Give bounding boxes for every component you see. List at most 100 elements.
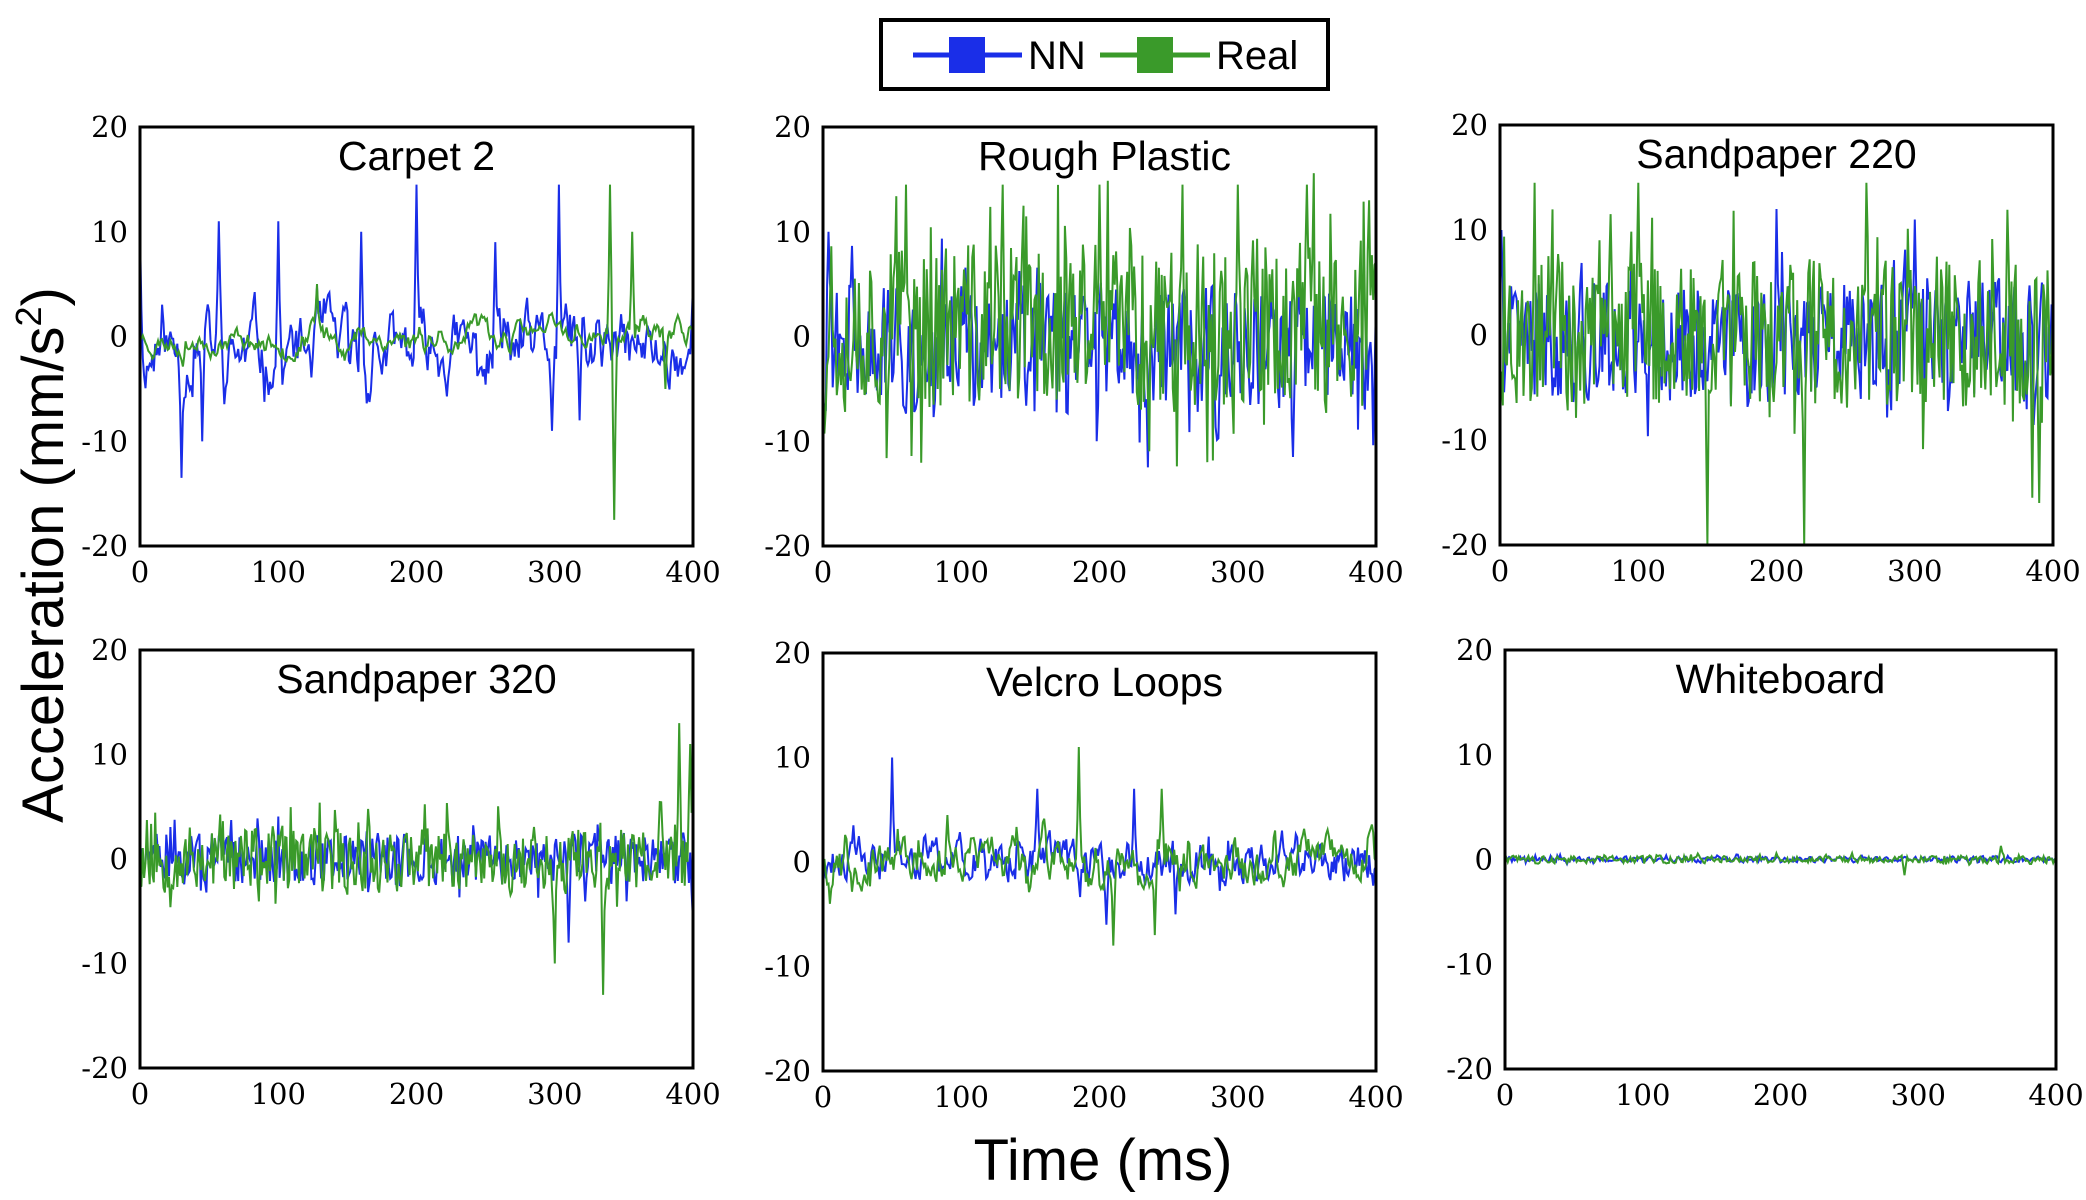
- series-line-real-panel-3: [1500, 182, 2053, 545]
- y-tick-label: 20: [774, 636, 811, 670]
- y-tick-label: 20: [91, 110, 128, 144]
- legend-real-label: Real: [1216, 34, 1298, 78]
- y-axis-title-main: Acceleration (mm/s: [11, 327, 76, 823]
- y-tick-label: 0: [793, 320, 811, 354]
- y-tick-label: 10: [91, 215, 128, 249]
- y-axis-title-close: ): [11, 287, 76, 306]
- x-tick-label: 200: [1072, 555, 1127, 589]
- y-tick-label: 0: [1475, 843, 1493, 877]
- series-line-nn-panel-2: [823, 231, 1376, 468]
- x-tick-label: 0: [1491, 554, 1509, 588]
- x-tick-label: 400: [1348, 555, 1403, 589]
- series-line-real-panel-5: [823, 746, 1376, 946]
- x-tick-label: 400: [665, 555, 720, 589]
- plot-frame: [821, 125, 1378, 548]
- x-tick-label: 300: [527, 555, 582, 589]
- x-tick-label: 0: [131, 555, 149, 589]
- x-tick-label: 100: [1611, 554, 1666, 588]
- panel-title: Carpet 2: [338, 133, 495, 179]
- x-tick-label: 300: [1887, 554, 1942, 588]
- plot-frame: [1498, 123, 2055, 547]
- legend-real-marker: [1137, 37, 1173, 73]
- y-tick-label: 10: [91, 738, 128, 772]
- x-tick-label: 0: [131, 1077, 149, 1111]
- x-tick-label: 400: [1348, 1080, 1403, 1114]
- x-tick-label: 0: [814, 555, 832, 589]
- panel-title: Rough Plastic: [978, 133, 1231, 179]
- y-tick-label: -20: [1446, 1052, 1493, 1086]
- y-tick-label: 0: [793, 845, 811, 879]
- x-tick-label: 200: [1753, 1078, 1808, 1112]
- x-tick-label: 200: [389, 555, 444, 589]
- y-tick-label: 20: [1456, 633, 1493, 667]
- x-tick-label: 200: [389, 1077, 444, 1111]
- y-tick-label: -20: [1441, 528, 1488, 562]
- series-line-real-panel-6: [1505, 845, 2056, 876]
- x-tick-label: 100: [251, 1077, 306, 1111]
- series-line-nn-panel-1: [140, 184, 693, 478]
- plot-frame: [138, 125, 695, 548]
- x-tick-label: 400: [2025, 554, 2080, 588]
- y-tick-label: 10: [774, 215, 811, 249]
- series-line-real-panel-4: [140, 723, 693, 995]
- legend-nn-label: NN: [1028, 34, 1086, 78]
- y-tick-label: -20: [764, 529, 811, 563]
- y-tick-label: 10: [1451, 213, 1488, 247]
- y-tick-label: 20: [91, 633, 128, 667]
- x-tick-label: 200: [1072, 1080, 1127, 1114]
- series-line-real-panel-1: [140, 184, 693, 520]
- y-tick-label: 10: [1456, 738, 1493, 772]
- y-axis-title-sup: 2: [8, 306, 49, 326]
- y-tick-label: 0: [110, 842, 128, 876]
- x-tick-label: 300: [527, 1077, 582, 1111]
- x-tick-label: 400: [665, 1077, 720, 1111]
- plot-frame: [138, 648, 695, 1070]
- y-tick-label: 10: [774, 741, 811, 775]
- y-tick-label: -20: [764, 1054, 811, 1088]
- x-tick-label: 100: [934, 555, 989, 589]
- panel-title: Velcro Loops: [986, 659, 1223, 705]
- x-tick-label: 200: [1749, 554, 1804, 588]
- legend-nn-marker: [949, 37, 985, 73]
- y-tick-label: -20: [81, 529, 128, 563]
- plot-frame: [821, 651, 1378, 1073]
- x-tick-label: 100: [1615, 1078, 1670, 1112]
- plot-frame: [1503, 648, 2058, 1071]
- y-tick-label: -10: [1446, 947, 1493, 981]
- panel-title: Whiteboard: [1676, 656, 1886, 702]
- x-axis-title: Time (ms): [974, 1128, 1233, 1193]
- series-line-nn-panel-5: [823, 757, 1376, 925]
- x-tick-label: 100: [251, 555, 306, 589]
- y-tick-label: 0: [1470, 318, 1488, 352]
- y-tick-label: 0: [110, 320, 128, 354]
- series-line-real-panel-2: [823, 173, 1376, 467]
- panel-title: Sandpaper 220: [1636, 131, 1916, 177]
- x-tick-label: 0: [1496, 1078, 1514, 1112]
- y-tick-label: -20: [81, 1051, 128, 1085]
- x-tick-label: 0: [814, 1080, 832, 1114]
- y-axis-title: Acceleration (mm/s2): [8, 287, 76, 823]
- x-tick-label: 300: [1210, 1080, 1265, 1114]
- y-tick-label: 20: [1451, 108, 1488, 142]
- x-tick-label: 400: [2028, 1078, 2083, 1112]
- y-tick-label: 20: [774, 110, 811, 144]
- x-tick-label: 100: [934, 1080, 989, 1114]
- x-tick-label: 300: [1891, 1078, 1946, 1112]
- x-tick-label: 300: [1210, 555, 1265, 589]
- y-tick-label: -10: [81, 424, 128, 458]
- y-tick-label: -10: [81, 947, 128, 981]
- y-tick-label: -10: [764, 424, 811, 458]
- panel-title: Sandpaper 320: [276, 656, 556, 702]
- y-tick-label: -10: [764, 950, 811, 984]
- legend: NN Real: [879, 18, 1330, 91]
- y-tick-label: -10: [1441, 423, 1488, 457]
